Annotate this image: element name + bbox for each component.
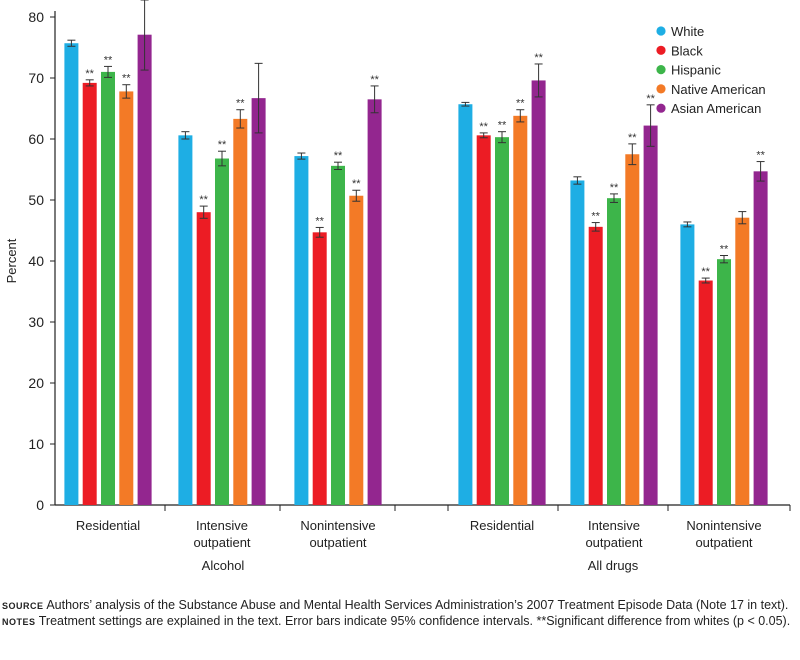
x-category-label: outpatient: [309, 535, 366, 550]
significance-marker: **: [85, 68, 94, 80]
significance-marker: **: [315, 215, 324, 227]
significance-marker: **: [370, 74, 379, 86]
significance-marker: **: [498, 120, 507, 132]
bar-hispanic: [607, 198, 621, 506]
y-axis-title: Percent: [4, 238, 19, 283]
bar-white: [294, 156, 309, 505]
bar-hispanic: [215, 158, 229, 505]
legend-label: Asian American: [671, 101, 761, 116]
source-label: Source: [2, 597, 44, 612]
bar-asian-american: [137, 34, 152, 505]
x-category-label: outpatient: [193, 535, 250, 550]
bar-black: [698, 280, 713, 505]
legend-label: Native American: [671, 82, 766, 97]
bar-asian-american: [643, 125, 658, 505]
bar-white: [178, 135, 193, 505]
significance-marker: **: [756, 150, 765, 162]
bar-black: [476, 135, 491, 505]
x-category-label: outpatient: [585, 535, 642, 550]
bar-hispanic: [495, 137, 509, 506]
bar-hispanic: [717, 259, 731, 505]
x-category-label: Residential: [76, 518, 140, 533]
significance-marker: **: [610, 182, 619, 194]
significance-marker: **: [628, 132, 637, 144]
y-tick-label: 20: [28, 375, 44, 391]
significance-marker: **: [352, 178, 361, 190]
significance-marker: **: [334, 150, 343, 162]
x-category-label: Nonintensive: [300, 518, 375, 533]
significance-marker: **: [199, 194, 208, 206]
y-tick-label: 80: [28, 9, 44, 25]
y-tick-label: 60: [28, 131, 44, 147]
bar-native-american: [119, 91, 134, 506]
bar-white: [680, 224, 695, 505]
bar-white: [570, 180, 585, 506]
x-group-label: Alcohol: [202, 558, 245, 573]
bar-black: [196, 212, 211, 505]
bar-black: [588, 226, 603, 505]
y-tick-label: 0: [36, 497, 44, 513]
y-tick-label: 40: [28, 253, 44, 269]
legend-marker: [656, 45, 666, 55]
bar-hispanic: [101, 71, 115, 506]
bar-native-american: [233, 118, 248, 506]
significance-marker: **: [122, 73, 131, 85]
x-group-label: All drugs: [588, 558, 639, 573]
y-tick-label: 10: [28, 436, 44, 452]
y-tick-label: 30: [28, 314, 44, 330]
x-category-label: Residential: [470, 518, 534, 533]
x-category-label: Nonintensive: [686, 518, 761, 533]
source-text: Authors’ analysis of the Substance Abuse…: [46, 598, 789, 612]
significance-marker: **: [646, 93, 655, 105]
bar-asian-american: [367, 99, 382, 505]
bar-black: [82, 82, 97, 505]
legend-label: Hispanic: [671, 63, 721, 78]
bar-native-american: [735, 217, 750, 505]
legend-marker: [656, 103, 666, 113]
significance-marker: **: [516, 98, 525, 110]
legend-label: White: [671, 24, 704, 39]
notes-text: Treatment settings are explained in the …: [38, 614, 791, 628]
notes-label: Notes: [2, 613, 36, 628]
bar-asian-american: [531, 80, 546, 505]
significance-marker: **: [720, 244, 729, 256]
significance-marker: **: [236, 98, 245, 110]
y-tick-label: 50: [28, 192, 44, 208]
legend-marker: [656, 65, 666, 75]
bar-asian-american: [251, 98, 266, 505]
significance-marker: **: [479, 121, 488, 133]
bar-asian-american: [753, 171, 768, 505]
bar-native-american: [625, 154, 640, 505]
bar-white: [458, 104, 473, 505]
bar-white: [64, 43, 79, 505]
y-tick-label: 70: [28, 70, 44, 86]
significance-marker: **: [218, 139, 227, 151]
chart-footnote: Source Authors’ analysis of the Substanc…: [2, 597, 798, 629]
x-category-label: outpatient: [695, 535, 752, 550]
bar-black: [312, 232, 327, 505]
x-category-label: Intensive: [588, 518, 640, 533]
significance-marker: **: [591, 211, 600, 223]
bar-native-american: [349, 195, 364, 506]
legend-label: Black: [671, 43, 703, 58]
bar-native-american: [513, 115, 528, 505]
significance-marker: **: [701, 266, 710, 278]
significance-marker: **: [104, 54, 113, 66]
bar-chart: 0 10 20 30 40 50 60 70 80 Percent Residential Inten…: [4, 0, 791, 573]
bar-hispanic: [331, 165, 345, 505]
legend-marker: [656, 26, 666, 36]
legend-marker: [656, 84, 666, 94]
x-category-label: Intensive: [196, 518, 248, 533]
significance-marker: **: [534, 52, 543, 64]
